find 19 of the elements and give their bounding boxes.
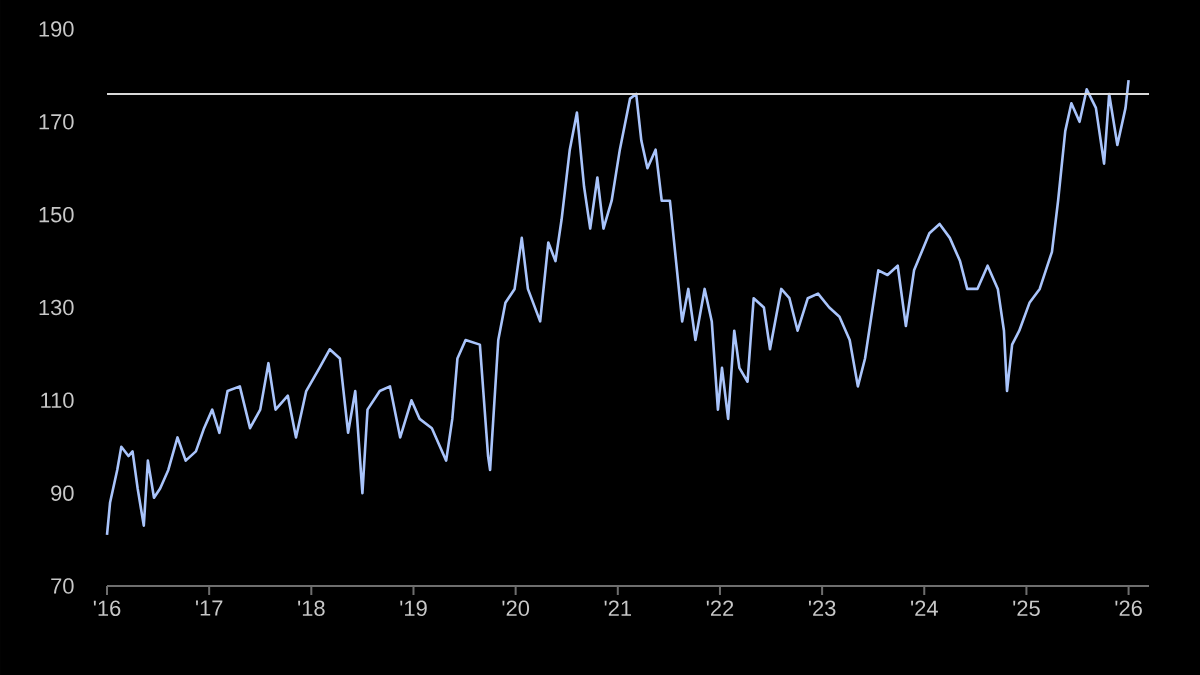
x-tick-label: '16 [93, 600, 121, 617]
x-tick-label: '20 [502, 600, 530, 617]
y-tick-label: 130 [39, 299, 74, 316]
y-tick-label: 150 [39, 206, 74, 223]
y-tick-label: 170 [39, 114, 74, 130]
y-tick-label: 190 [39, 21, 74, 37]
x-tick-label: '25 [1013, 600, 1040, 617]
x-tick-label: '26 [1115, 600, 1142, 617]
x-tick-label: '24 [911, 600, 938, 616]
line-series [105, 78, 1130, 537]
x-tick-label: '21 [604, 600, 632, 616]
x-tick-label: '19 [400, 600, 427, 617]
y-tick-label: 90 [51, 485, 74, 501]
x-tick-label: '18 [298, 600, 325, 617]
x-tick-label: '17 [195, 600, 223, 616]
y-tick-label: 110 [41, 392, 74, 409]
y-tick-label: 70 [51, 578, 74, 594]
x-tick-label: '22 [706, 600, 734, 616]
x-tick-label: '23 [808, 600, 836, 617]
